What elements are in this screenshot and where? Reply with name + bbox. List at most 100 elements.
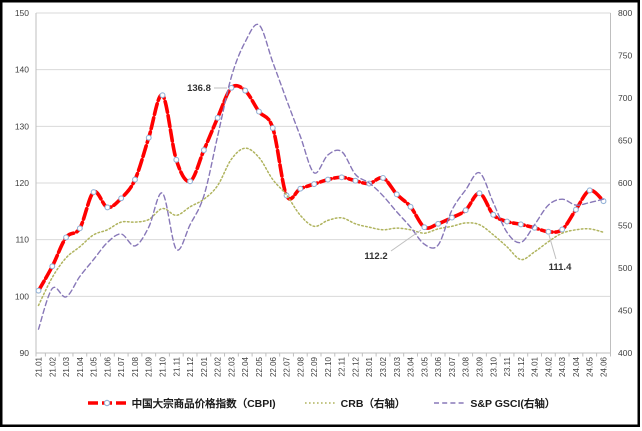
x-axis-tick-label: 22.11 [338, 356, 347, 376]
annotation-label: 112.2 [364, 251, 387, 262]
right-axis-tick-label: 700 [618, 93, 632, 103]
data-point-marker [297, 185, 304, 192]
x-axis-tick-label: 21.10 [159, 356, 168, 377]
right-axis-tick-label: 800 [618, 8, 632, 18]
x-axis-tick-label: 24.06 [600, 356, 609, 377]
x-axis-tick-label: 22.08 [296, 356, 305, 377]
series-line-cbpi [36, 83, 606, 293]
x-axis-tick-label: 23.07 [448, 356, 457, 377]
x-axis-tick-label: 21.01 [35, 356, 44, 377]
x-axis-tick-label: 23.02 [379, 356, 388, 377]
x-axis-tick-label: 24.04 [572, 356, 581, 377]
data-point-marker [242, 87, 249, 94]
x-axis-tick-label: 21.06 [103, 356, 112, 377]
data-point-marker [572, 206, 579, 213]
legend-label-crb: CRB（右轴） [340, 397, 406, 410]
gsci-line-sample-icon [434, 402, 465, 404]
data-point-marker [187, 178, 194, 185]
x-axis-tick-label: 23.03 [393, 356, 402, 377]
data-point-marker [380, 174, 386, 181]
annotation-label: 136.8 [187, 83, 211, 94]
x-axis-tick-label: 23.04 [407, 356, 416, 377]
data-point-marker [35, 287, 42, 294]
right-axis-tick-label: 750 [618, 51, 632, 61]
left-axis-tick-label: 130 [15, 121, 29, 131]
x-axis-tick-label: 22.10 [324, 356, 333, 377]
data-point-marker [145, 134, 152, 141]
data-point-marker [448, 214, 455, 221]
right-axis-tick-label: 450 [618, 306, 632, 316]
left-axis-tick-label: 120 [15, 178, 29, 188]
right-axis-tick-label: 500 [618, 263, 632, 273]
x-axis-tick-label: 24.03 [558, 356, 567, 377]
data-point-marker [90, 189, 97, 196]
data-point-marker [173, 156, 180, 163]
data-point-marker [324, 176, 331, 183]
data-point-marker [545, 228, 552, 235]
x-axis-tick-label: 21.05 [90, 356, 99, 377]
data-point-marker [352, 177, 359, 184]
x-axis-tick-label: 21.02 [48, 356, 57, 377]
crb-line-sample-icon [304, 402, 335, 404]
annotation-leader-line [548, 234, 557, 260]
data-point-marker [504, 218, 510, 225]
x-axis-tick-label: 22.06 [269, 356, 278, 377]
x-axis-tick-label: 23.12 [517, 356, 526, 377]
data-point-marker [104, 204, 111, 211]
data-point-marker [159, 92, 166, 99]
data-point-marker [517, 221, 524, 228]
x-axis-tick-label: 21.11 [172, 356, 181, 376]
data-point-marker [407, 203, 414, 210]
x-axis-tick-label: 22.05 [255, 356, 264, 377]
x-axis-tick-label: 24.05 [586, 356, 595, 377]
data-point-marker [214, 114, 221, 121]
x-axis-tick-label: 22.01 [200, 356, 209, 377]
x-axis-tick-label: 21.04 [76, 356, 85, 377]
data-point-marker [421, 224, 428, 231]
right-axis-tick-label: 600 [618, 178, 632, 188]
data-point-marker [76, 225, 83, 232]
data-point-marker [63, 234, 70, 241]
x-axis-tick-label: 21.09 [145, 356, 154, 377]
data-point-marker [200, 147, 207, 154]
left-axis-tick-label: 110 [15, 235, 29, 245]
data-point-marker [118, 195, 125, 202]
x-axis-tick-label: 24.02 [544, 356, 553, 377]
data-point-marker [559, 226, 566, 233]
series-line-crb [37, 147, 605, 307]
legend-label-gsci: S&P GSCI(右轴） [470, 397, 556, 410]
x-axis-tick-label: 21.07 [117, 356, 126, 377]
x-axis-tick-label: 23.06 [434, 356, 443, 377]
annotations: 136.8 112.2 111.4 [187, 83, 572, 273]
left-axis-tick-label: 140 [15, 65, 29, 75]
data-point-marker [462, 207, 469, 214]
left-axis-tick-label: 150 [15, 8, 29, 18]
left-axis-labels: 90 100 110 120 130 140 150 [15, 8, 29, 358]
right-axis-tick-label: 650 [618, 136, 632, 146]
gridlines [36, 12, 611, 354]
x-axis-tick-label: 22.09 [310, 356, 319, 377]
cbpi-line-sample-icon [87, 399, 126, 407]
data-point-marker [338, 174, 345, 181]
x-axis-ticks [35, 353, 611, 357]
right-axis-tick-label: 400 [618, 348, 632, 358]
data-point-marker [435, 220, 442, 227]
x-axis-tick-label: 23.09 [475, 356, 484, 377]
legend-item-gsci: S&P GSCI(右轴） [433, 396, 555, 411]
x-axis-tick-label: 22.07 [283, 356, 292, 377]
chart-legend: 中国大宗商品价格指数（CBPI) CRB（右轴） S&P GSCI(右轴） [0, 392, 642, 414]
x-axis-tick-label: 22.12 [351, 356, 360, 377]
data-point-marker [269, 125, 276, 131]
x-axis-tick-label: 23.08 [462, 356, 471, 377]
annotation-label: 111.4 [549, 262, 572, 273]
x-axis-labels: 21.01 21.02 21.03 21.04 21.05 21.06 21.07 21.08… [35, 356, 609, 377]
x-axis-tick-label: 24.01 [531, 356, 540, 377]
x-axis-tick-label: 21.12 [186, 356, 195, 377]
x-axis-tick-label: 22.02 [214, 356, 223, 377]
data-point-marker [49, 263, 56, 270]
legend-item-crb: CRB（右轴） [304, 396, 406, 411]
left-axis-tick-label: 100 [15, 291, 29, 301]
data-point-marker [490, 211, 497, 218]
